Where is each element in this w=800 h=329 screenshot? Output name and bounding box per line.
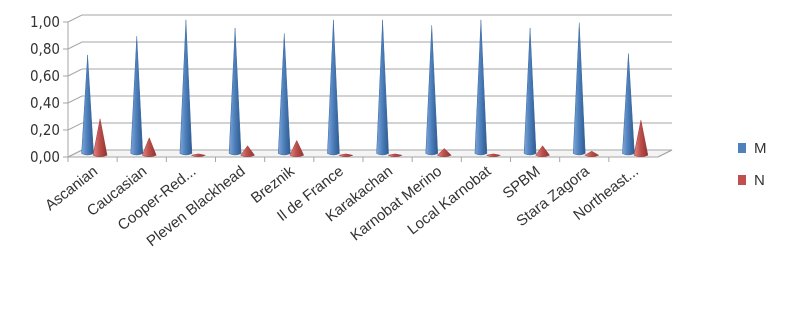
x-category-label: SPBM — [500, 163, 544, 203]
floor-right-edge — [657, 149, 673, 158]
cone-series-m — [179, 19, 193, 156]
legend-swatch — [738, 143, 746, 153]
legend-swatch — [738, 175, 746, 185]
cone-series-m — [474, 19, 488, 156]
cone-series-n — [240, 145, 255, 157]
y-tick-label: 0,60 — [30, 67, 60, 85]
cone-series-n — [485, 153, 502, 157]
cone-series-m — [425, 25, 439, 156]
legend-label: N — [754, 172, 765, 189]
y-tick-label: 1,00 — [30, 13, 60, 31]
cone-series-n — [141, 137, 157, 157]
cone-series-n — [338, 153, 354, 157]
cone-series-m — [81, 54, 94, 156]
cone-series-n — [535, 145, 550, 157]
gridline — [67, 14, 672, 23]
cone-series-m — [376, 19, 389, 156]
x-category-label: Local Karnobat — [404, 162, 495, 238]
gridline — [67, 122, 672, 131]
cone-series-m — [572, 22, 586, 156]
cone-series-m — [327, 19, 340, 156]
legend: MN — [738, 140, 767, 189]
legend-label: M — [754, 140, 767, 157]
cone-series-m — [523, 27, 537, 156]
cone-series-m — [277, 33, 291, 156]
y-axis-tick-labels: 0,00 0,20 0,40 0,60 0,80 1,00 — [30, 13, 60, 166]
cone-series-n — [436, 148, 452, 157]
gridline — [67, 41, 672, 50]
cone-series-n — [190, 153, 207, 157]
y-tick-label: 0,80 — [30, 40, 60, 58]
cone-series-n — [584, 150, 600, 157]
cone-series-n — [387, 153, 403, 157]
data-cones — [81, 19, 649, 157]
cone-series-n — [289, 139, 305, 157]
cone-series-n — [633, 120, 649, 157]
cone-series-n — [92, 118, 108, 157]
gridline — [67, 68, 672, 77]
y-tick-label: 0,20 — [30, 121, 60, 139]
gridline — [67, 95, 672, 104]
y-tick-label: 0,40 — [30, 94, 60, 112]
y-tick-label: 0,00 — [30, 148, 60, 166]
cone-series-m — [228, 27, 242, 156]
